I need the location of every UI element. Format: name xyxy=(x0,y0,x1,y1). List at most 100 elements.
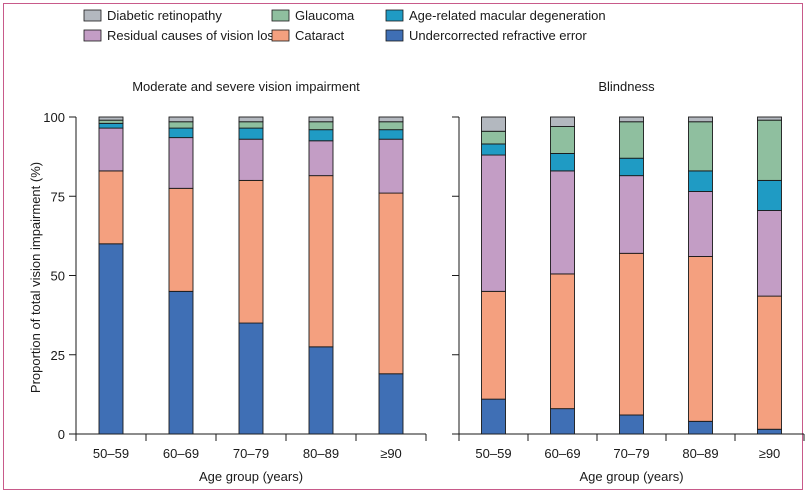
legend-item-undercorrected-refractive-error: Undercorrected refractive error xyxy=(385,28,587,43)
bar-segment-age-related-macular-degeneration xyxy=(550,153,575,172)
chart-panels: Moderate and severe vision impairment 0 25… xyxy=(28,79,805,484)
bar-segment-cataract xyxy=(481,290,506,400)
bar-segment-glaucoma xyxy=(168,121,194,129)
chart-title: Blindness xyxy=(598,79,655,94)
x-tick-label: 70–79 xyxy=(233,446,269,461)
bar-stack-70-79 xyxy=(619,116,644,435)
bar-stack-80-89 xyxy=(308,116,334,435)
legend-label: Glaucoma xyxy=(295,8,355,23)
bar-segment-diabetic-retinopathy xyxy=(481,116,506,132)
bar-segment-glaucoma xyxy=(550,126,575,154)
y-tick-label: 0 xyxy=(58,427,65,442)
x-tick-label: ≥90 xyxy=(759,446,781,461)
bar-segment-age-related-macular-degeneration xyxy=(308,129,334,142)
chart-title: Moderate and severe vision impairment xyxy=(132,79,360,94)
bar-segment-residual-causes-of-vision-loss xyxy=(378,138,404,194)
legend-label: Diabetic retinopathy xyxy=(107,8,222,23)
x-tick-label: ≥90 xyxy=(380,446,402,461)
bar-stack-60-69 xyxy=(550,116,575,435)
legend-item-residual-causes-of-vision-loss: Residual causes of vision loss xyxy=(83,28,281,43)
bar-segment-cataract xyxy=(757,295,782,430)
bar-segment-glaucoma xyxy=(481,130,506,145)
legend-item-cataract: Cataract xyxy=(271,28,345,43)
bar-segment-residual-causes-of-vision-loss xyxy=(550,170,575,275)
legend-label: Age-related macular degeneration xyxy=(409,8,606,23)
y-tick-label: 75 xyxy=(51,189,65,204)
bar-segment-diabetic-retinopathy xyxy=(550,116,575,127)
bar-segment-residual-causes-of-vision-loss xyxy=(688,191,713,257)
legend-item-glaucoma: Glaucoma xyxy=(271,8,355,23)
bar-segment-undercorrected-refractive-error xyxy=(238,322,264,435)
bar-segment-undercorrected-refractive-error xyxy=(378,373,404,435)
bar-segment-cataract xyxy=(688,256,713,422)
bar-segment-diabetic-retinopathy xyxy=(238,116,264,123)
bar-segment-undercorrected-refractive-error xyxy=(481,398,506,435)
bar-segment-age-related-macular-degeneration xyxy=(168,127,194,139)
bar-segment-age-related-macular-degeneration xyxy=(688,170,713,192)
legend-label: Undercorrected refractive error xyxy=(409,28,587,43)
bar-segment-undercorrected-refractive-error xyxy=(98,243,124,435)
bar-stack-70-79 xyxy=(238,116,264,435)
chart-panel-moderate-and-severe-vision-impairment: Moderate and severe vision impairment 0 25… xyxy=(28,79,427,484)
bar-segment-age-related-macular-degeneration xyxy=(98,122,124,129)
bar-segment-age-related-macular-degeneration xyxy=(378,129,404,140)
bar-stack-50-59 xyxy=(481,116,506,435)
bar-segment-age-related-macular-degeneration xyxy=(238,127,264,140)
bar-segment-age-related-macular-degeneration xyxy=(619,157,644,177)
bar-segment-residual-causes-of-vision-loss xyxy=(238,138,264,181)
bar-segment-cataract xyxy=(378,192,404,375)
legend-item-age-related-macular-degeneration: Age-related macular degeneration xyxy=(385,8,606,23)
x-tick-label: 60–69 xyxy=(544,446,580,461)
chart-panel-blindness: Blindness 50–59 60–69 70–79 80–89 ≥90 Age grou… xyxy=(452,79,805,484)
bar-segment-diabetic-retinopathy xyxy=(619,116,644,123)
bar-segment-glaucoma xyxy=(619,121,644,159)
bar-segment-age-related-macular-degeneration xyxy=(481,143,506,156)
bar-segment-residual-causes-of-vision-loss xyxy=(98,127,124,172)
legend-swatch xyxy=(271,9,290,22)
bar-segment-cataract xyxy=(550,273,575,410)
bar-segment-undercorrected-refractive-error xyxy=(688,420,713,435)
bar-segment-undercorrected-refractive-error xyxy=(757,428,782,435)
legend-swatch xyxy=(83,9,102,22)
bar-segment-undercorrected-refractive-error xyxy=(619,414,644,435)
x-tick-label: 80–89 xyxy=(682,446,718,461)
y-tick-label: 25 xyxy=(51,348,65,363)
legend-item-diabetic-retinopathy: Diabetic retinopathy xyxy=(83,8,222,23)
bar-segment-diabetic-retinopathy xyxy=(308,116,334,123)
bar-segment-glaucoma xyxy=(238,121,264,129)
x-axis-label: Age group (years) xyxy=(579,469,683,484)
bar-segment-residual-causes-of-vision-loss xyxy=(308,140,334,177)
bar-segment-undercorrected-refractive-error xyxy=(550,408,575,435)
bar-segment-diabetic-retinopathy xyxy=(378,116,404,123)
bar-stack-60-69 xyxy=(168,116,194,435)
y-tick-label: 100 xyxy=(43,110,65,125)
bar-segment-glaucoma xyxy=(757,119,782,181)
legend-swatch xyxy=(385,9,404,22)
legend-swatch xyxy=(83,29,102,42)
bar-segment-glaucoma xyxy=(378,121,404,131)
bar-segment-glaucoma xyxy=(98,119,124,124)
y-tick-label: 50 xyxy=(51,269,65,284)
legend-swatch xyxy=(385,29,404,42)
x-tick-label: 50–59 xyxy=(93,446,129,461)
bar-segment-undercorrected-refractive-error xyxy=(308,346,334,435)
legend: Diabetic retinopathy Glaucoma Age-related … xyxy=(83,8,606,43)
bar-segment-residual-causes-of-vision-loss xyxy=(481,154,506,292)
bar-segment-diabetic-retinopathy xyxy=(98,116,124,121)
x-tick-label: 50–59 xyxy=(475,446,511,461)
bar-stack-80-89 xyxy=(688,116,713,435)
bar-segment-cataract xyxy=(308,175,334,348)
bar-segment-glaucoma xyxy=(308,121,334,131)
bar-segment-diabetic-retinopathy xyxy=(757,116,782,121)
bar-stack-50-59 xyxy=(98,116,124,435)
legend-label: Residual causes of vision loss xyxy=(107,28,281,43)
x-tick-label: 80–89 xyxy=(303,446,339,461)
bar-stack-90 xyxy=(378,116,404,435)
bar-segment-cataract xyxy=(619,252,644,416)
legend-label: Cataract xyxy=(295,28,345,43)
bar-segment-cataract xyxy=(168,187,194,292)
bar-segment-cataract xyxy=(98,170,124,245)
bar-segment-age-related-macular-degeneration xyxy=(757,179,782,211)
bar-segment-undercorrected-refractive-error xyxy=(168,290,194,435)
